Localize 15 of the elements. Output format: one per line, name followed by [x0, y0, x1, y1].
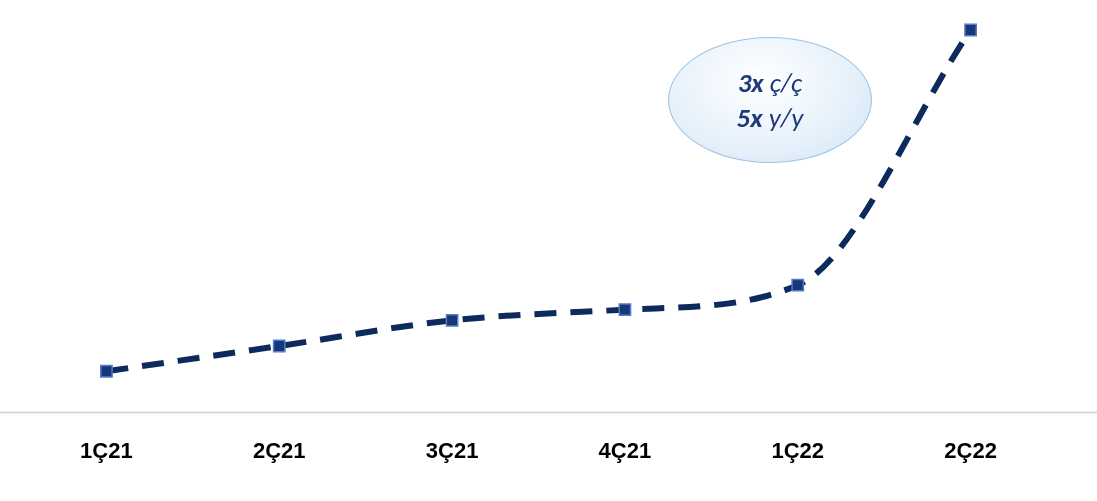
point	[791, 278, 805, 292]
annotation: 3x ç/ç	[737, 64, 803, 100]
x-tick-label: 4Ç21	[598, 437, 652, 463]
point	[618, 303, 632, 317]
annotation: 5x y/y	[736, 100, 804, 136]
point	[272, 339, 286, 353]
ellipse-callout: 3x ç/ç 5x y/y	[668, 37, 872, 163]
x-tick-label: 1Ç22	[771, 437, 825, 463]
x-tick-label: 3Ç21	[425, 437, 479, 463]
x-tick-label: 2Ç22	[944, 437, 997, 463]
x-tick-label: 2Ç21	[252, 437, 306, 463]
x-tick-label: 1Ç21	[80, 437, 133, 463]
point	[445, 313, 459, 327]
point	[964, 23, 977, 37]
point	[100, 364, 113, 378]
